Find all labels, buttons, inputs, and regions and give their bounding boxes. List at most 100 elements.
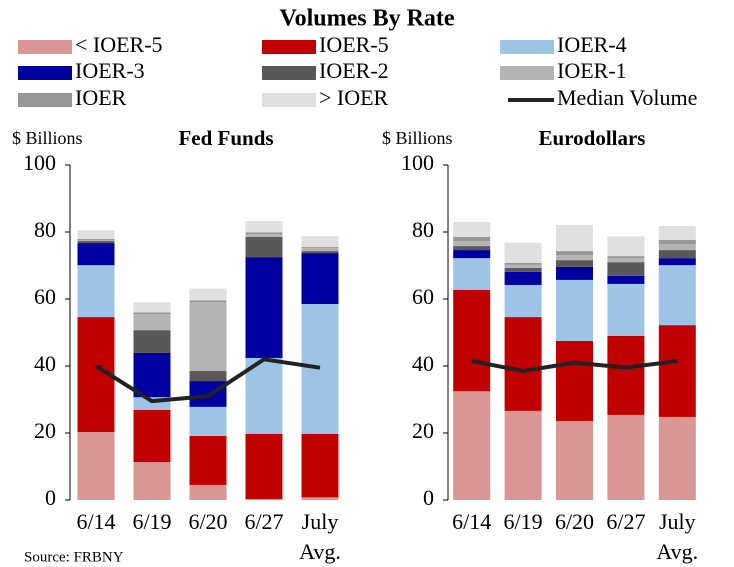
bar-segment (658, 416, 696, 500)
bar-segment (556, 224, 593, 252)
bar-segment (504, 264, 542, 268)
bar-segment (245, 234, 283, 238)
legend-swatch (18, 40, 72, 54)
y-tick-label: 100 (23, 150, 56, 175)
y-tick-label: 20 (412, 418, 434, 443)
bar-segment (453, 258, 491, 290)
bar-segment (504, 410, 542, 500)
bar-segment (607, 256, 645, 259)
y-tick-label: 0 (45, 485, 56, 510)
legend-swatch (18, 93, 72, 107)
bar-segment (556, 279, 593, 341)
bar-segment (301, 253, 339, 305)
bar-segment (504, 262, 542, 265)
bar-segment (301, 304, 339, 435)
figure-title: Volumes By Rate (279, 6, 454, 32)
bar-segment (504, 267, 542, 272)
legend-swatch (18, 66, 72, 80)
bar-segment (245, 434, 283, 499)
bar-segment (556, 251, 593, 256)
bar-segment (556, 266, 593, 280)
bar-segment (453, 289, 491, 392)
y-tick-label: 0 (423, 485, 434, 510)
bar-segment (607, 414, 645, 500)
bar-segment (658, 265, 696, 326)
legend-swatch (262, 40, 316, 54)
bar-segment (189, 371, 227, 382)
bar-segment (245, 257, 283, 358)
x-tick-label: 6/14 (452, 509, 491, 534)
bar-segment (189, 288, 227, 301)
y-tick-label: 80 (412, 217, 434, 242)
bar-segment (504, 284, 542, 318)
bar-segment (133, 330, 171, 353)
y-axis-label: $ Billions (12, 128, 83, 148)
bar-segment (607, 275, 645, 284)
bar-segment (77, 239, 115, 241)
y-axis-label: $ Billions (382, 128, 453, 148)
bar-segment (504, 317, 542, 411)
y-tick-label: 40 (412, 351, 434, 376)
bar-segment (189, 436, 227, 485)
bar-segment (504, 271, 542, 285)
bar-segment (301, 236, 339, 248)
legend-label: < IOER-5 (75, 32, 163, 57)
bar-segment (658, 250, 696, 259)
bar-segment (658, 240, 696, 245)
legend-swatch (262, 93, 316, 107)
bar-segment (453, 250, 491, 259)
bar-segment (77, 431, 115, 500)
y-tick-label: 60 (34, 284, 56, 309)
legend-label: IOER-4 (557, 32, 627, 57)
legend-swatch (500, 40, 554, 54)
bar-segment (301, 497, 339, 500)
bar-segment (607, 262, 645, 276)
x-tick-label: 6/27 (606, 509, 645, 534)
bar-segment (245, 357, 283, 435)
x-tick-label: 6/14 (76, 509, 115, 534)
x-tick-label: 6/19 (504, 509, 543, 534)
bar-segment (245, 232, 283, 235)
x-tick-label: 6/20 (188, 509, 227, 534)
subplot-title: Eurodollars (539, 126, 646, 150)
bar-segment (607, 283, 645, 336)
legend-label: IOER-1 (557, 58, 627, 83)
bar-segment (189, 484, 227, 500)
bar-segment (504, 242, 542, 263)
x-tick-label: 6/20 (555, 509, 594, 534)
bar-segment (77, 265, 115, 318)
bar-segment (189, 406, 227, 437)
y-tick-label: 100 (401, 150, 434, 175)
bar-segment (133, 409, 171, 463)
bar-segment (453, 246, 491, 251)
bar-segment (133, 352, 171, 398)
bar-segment (658, 225, 696, 241)
median-line (94, 357, 321, 404)
bar-segment (301, 248, 339, 252)
legend-label: IOER-2 (319, 58, 389, 83)
bar-segment (77, 241, 115, 244)
y-tick-label: 60 (412, 284, 434, 309)
y-tick-label: 40 (34, 351, 56, 376)
bar-segment (133, 312, 171, 315)
x-tick-label: July Avg. (299, 509, 341, 564)
bar-segment (453, 241, 491, 247)
legend-label: Median Volume (557, 85, 697, 110)
legend-label: IOER-5 (319, 32, 389, 57)
bar-segment (189, 300, 227, 303)
x-tick-label: July Avg. (656, 509, 698, 564)
bar-segment (658, 244, 696, 251)
bar-segment (556, 260, 593, 267)
bar-segment (77, 240, 115, 242)
bar-segment (658, 325, 696, 417)
bar-segment (133, 314, 171, 331)
bar-segment (301, 434, 339, 498)
legend-label: > IOER (319, 85, 389, 110)
bar-segment (453, 237, 491, 242)
bar-segment (658, 258, 696, 266)
bar-segment (245, 237, 283, 258)
y-tick-label: 20 (34, 418, 56, 443)
bar-segment (133, 462, 171, 500)
legend-label: IOER-3 (75, 58, 145, 83)
